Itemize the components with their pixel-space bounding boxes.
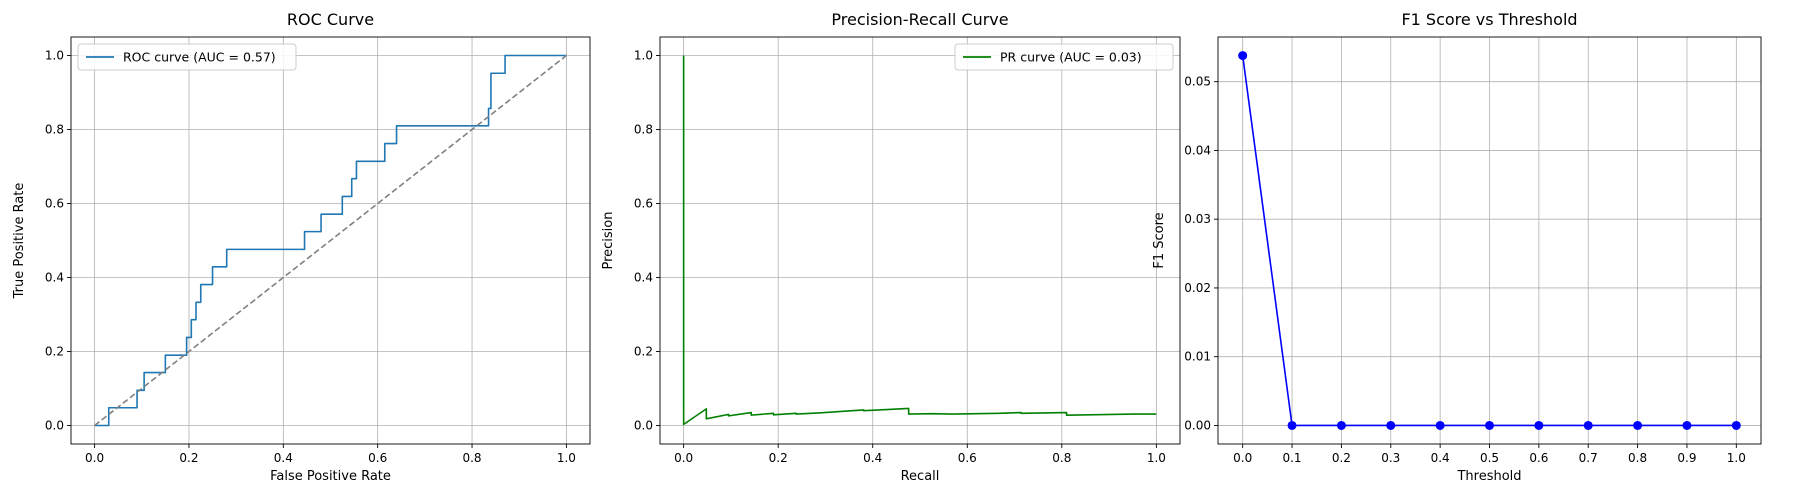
x-tick-label: 0.3 — [1381, 451, 1400, 465]
legend-label: PR curve (AUC = 0.03) — [1000, 50, 1142, 65]
legend-box — [77, 43, 297, 71]
x-tick-label: 0.7 — [1579, 451, 1598, 465]
x-tick-label: 0.0 — [85, 451, 104, 465]
chart-title: Precision-Recall Curve — [831, 10, 1008, 29]
y-tick-label: 1.0 — [45, 49, 64, 63]
chart-panel-1: 0.0 0.2 0.4 0.6 0.8 1.0 0.0 0.2 0.4 0.6 0.8 1.0 ROC … — [12, 10, 591, 484]
x-tick-label: 0.5 — [1480, 451, 1499, 465]
y-tick-label: 0.2 — [45, 345, 64, 359]
series-line — [94, 54, 567, 427]
data-point — [1336, 420, 1346, 430]
x-tick-label: 0.8 — [1628, 451, 1647, 465]
x-tick-label: 0.6 — [958, 451, 977, 465]
x-tick-label: 0.2 — [179, 451, 198, 465]
y-tick-label: 0.04 — [1184, 143, 1211, 157]
x-tick-label: 0.0 — [1233, 451, 1252, 465]
y-tick-label: 0.02 — [1184, 281, 1211, 295]
x-tick-label: 1.0 — [1727, 451, 1746, 465]
chart-title: F1 Score vs Threshold — [1401, 10, 1577, 29]
axes-frame — [659, 36, 1181, 445]
y-tick-label: 0.01 — [1184, 350, 1211, 364]
x-tick-label: 0.4 — [1431, 451, 1450, 465]
chart-panel-2: 0.0 0.2 0.4 0.6 0.8 1.0 0.0 0.2 0.4 0.6 0.8 1.0 Prec… — [601, 10, 1181, 484]
y-tick-label: 0.2 — [634, 345, 653, 359]
y-tick-label: 0.8 — [634, 123, 653, 137]
legend: ROC curve (AUC = 0.57) — [77, 43, 297, 71]
data-point — [1435, 420, 1445, 430]
data-point — [1238, 51, 1248, 61]
legend-box — [954, 43, 1174, 71]
y-tick-label: 0.03 — [1184, 212, 1211, 226]
chart-title: ROC Curve — [287, 10, 374, 29]
data-point — [1485, 420, 1494, 430]
x-tick-label: 0.6 — [1529, 451, 1548, 465]
y-tick-label: 0.6 — [634, 197, 653, 211]
legend-label: ROC curve (AUC = 0.57) — [123, 50, 276, 65]
x-axis-label: False Positive Rate — [270, 469, 391, 484]
data-point — [1682, 420, 1692, 430]
y-tick-label: 0.6 — [45, 197, 64, 211]
data-point — [1287, 420, 1297, 430]
y-axis-label: Precision — [601, 211, 616, 269]
chart-panel-3: 0.0 0.1 0.2 0.3 0.4 0.5 0.6 0.7 0.8 0.9 1.0 0.00 0.0… — [1152, 10, 1762, 484]
data-point — [1633, 420, 1643, 430]
x-tick-label: 0.9 — [1677, 451, 1696, 465]
y-tick-label: 0.0 — [634, 419, 653, 433]
y-tick-label: 0.00 — [1184, 418, 1211, 432]
x-tick-label: 0.8 — [1052, 451, 1071, 465]
x-tick-label: 1.0 — [557, 451, 576, 465]
x-tick-label: 0.2 — [1332, 451, 1351, 465]
x-tick-label: 0.4 — [863, 451, 882, 465]
x-tick-label: 0.4 — [274, 451, 293, 465]
data-point — [1731, 420, 1741, 430]
series-line — [682, 55, 1157, 426]
data-point — [1583, 420, 1593, 430]
x-tick-label: 0.6 — [368, 451, 387, 465]
data-point — [1386, 420, 1396, 430]
y-tick-label: 0.8 — [45, 123, 64, 137]
y-axis-label: True Positive Rate — [12, 183, 27, 300]
reference-diagonal-line — [94, 54, 567, 427]
x-tick-label: 0.2 — [769, 451, 788, 465]
x-tick-label: 1.0 — [1147, 451, 1166, 465]
y-axis-label: F1 Score — [1152, 212, 1167, 268]
x-axis-label: Recall — [901, 469, 940, 484]
y-tick-label: 0.4 — [634, 271, 653, 285]
x-axis-label: Threshold — [1456, 469, 1521, 484]
y-tick-label: 0.0 — [45, 419, 64, 433]
data-point — [1534, 420, 1544, 430]
x-tick-label: 0.0 — [674, 451, 693, 465]
y-tick-label: 0.4 — [45, 271, 64, 285]
y-tick-label: 0.05 — [1184, 75, 1211, 89]
legend: PR curve (AUC = 0.03) — [954, 43, 1174, 71]
y-tick-label: 1.0 — [634, 49, 653, 63]
grid — [71, 37, 590, 444]
x-tick-label: 0.8 — [462, 451, 481, 465]
axes-frame — [70, 36, 591, 445]
x-tick-label: 0.1 — [1282, 451, 1301, 465]
